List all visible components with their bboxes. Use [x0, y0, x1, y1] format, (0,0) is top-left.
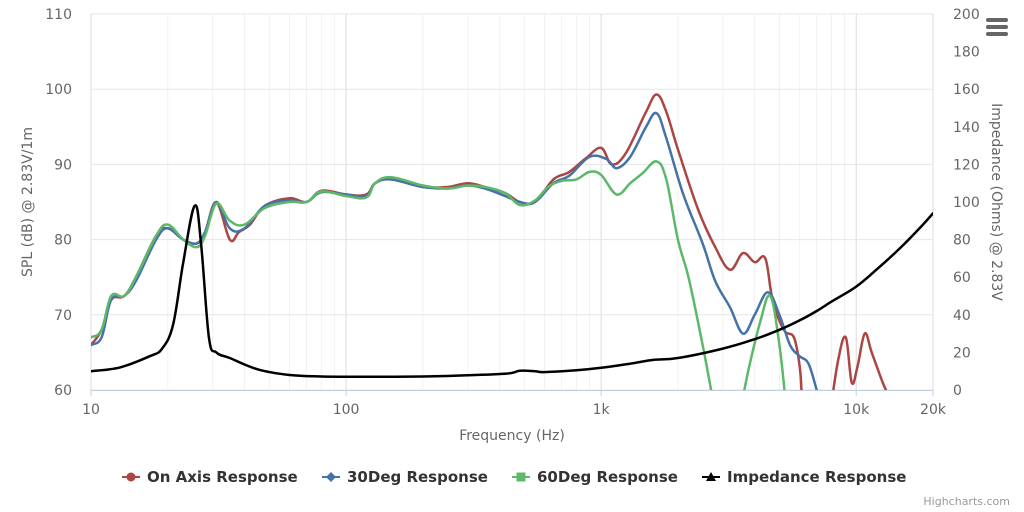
legend-item-30deg-response[interactable]: 30Deg Response — [322, 468, 488, 486]
y2-tick-label: 20 — [953, 345, 971, 361]
legend-label: Impedance Response — [727, 468, 906, 486]
y2-tick-label: 60 — [953, 270, 971, 286]
y2-tick-label: 80 — [953, 233, 971, 249]
x-axis-title: Frequency (Hz) — [459, 428, 565, 444]
y2-tick-label: 0 — [953, 383, 962, 399]
y2-axis-title: Impedance (Ohms) @ 2.83V — [988, 103, 1004, 301]
legend-item-60deg-response[interactable]: 60Deg Response — [512, 468, 678, 486]
legend-label: 60Deg Response — [537, 468, 678, 486]
y2-tick-label: 100 — [953, 195, 980, 211]
y-tick-label: 70 — [54, 308, 72, 324]
y2-tick-label: 200 — [953, 7, 980, 23]
y-tick-label: 90 — [54, 157, 72, 173]
60deg-response-hf-line — [743, 294, 786, 390]
triangle-marker-icon — [706, 472, 716, 481]
legend: On Axis Response 30Deg Response 60Deg Resp… — [122, 468, 906, 486]
diamond-marker-icon — [326, 472, 336, 482]
y-tick-label: 60 — [54, 383, 72, 399]
30deg-response-line — [91, 111, 818, 390]
legend-item-on-axis-response[interactable]: On Axis Response — [122, 468, 298, 486]
y-tick-label: 100 — [45, 82, 72, 98]
series-layer — [91, 93, 933, 390]
legend-label: 30Deg Response — [347, 468, 488, 486]
y2-tick-label: 180 — [953, 45, 980, 61]
legend-item-impedance-response[interactable]: Impedance Response — [702, 468, 906, 486]
hamburger-menu-icon[interactable] — [986, 18, 1008, 36]
y2-tick-label: 40 — [953, 308, 971, 324]
y-tick-label: 80 — [54, 233, 72, 249]
y-tick-label: 110 — [45, 7, 72, 23]
circle-marker-icon — [126, 472, 136, 482]
x-tick-label: 100 — [333, 402, 360, 418]
y2-tick-label: 140 — [953, 120, 980, 136]
x-tick-label: 20k — [920, 402, 947, 418]
on-axis-response-hf-line — [832, 332, 888, 390]
y2-tick-label: 120 — [953, 157, 980, 173]
y2-tick-label: 160 — [953, 82, 980, 98]
x-tick-label: 1k — [593, 402, 611, 418]
credits-link[interactable]: Highcharts.com — [923, 495, 1010, 508]
x-tick-label: 10 — [82, 402, 100, 418]
y-axis-title: SPL (dB) @ 2.83V/1m — [20, 127, 36, 277]
60deg-response-line — [91, 160, 713, 390]
axes: 10 100 1k 10k 20k 60 70 80 90 100 110 0 20 40 60 80 100 1… — [45, 7, 979, 418]
x-tick-label: 10k — [843, 402, 870, 418]
square-marker-icon — [516, 472, 526, 482]
legend-label: On Axis Response — [147, 468, 298, 486]
impedance-response-line — [91, 204, 933, 379]
